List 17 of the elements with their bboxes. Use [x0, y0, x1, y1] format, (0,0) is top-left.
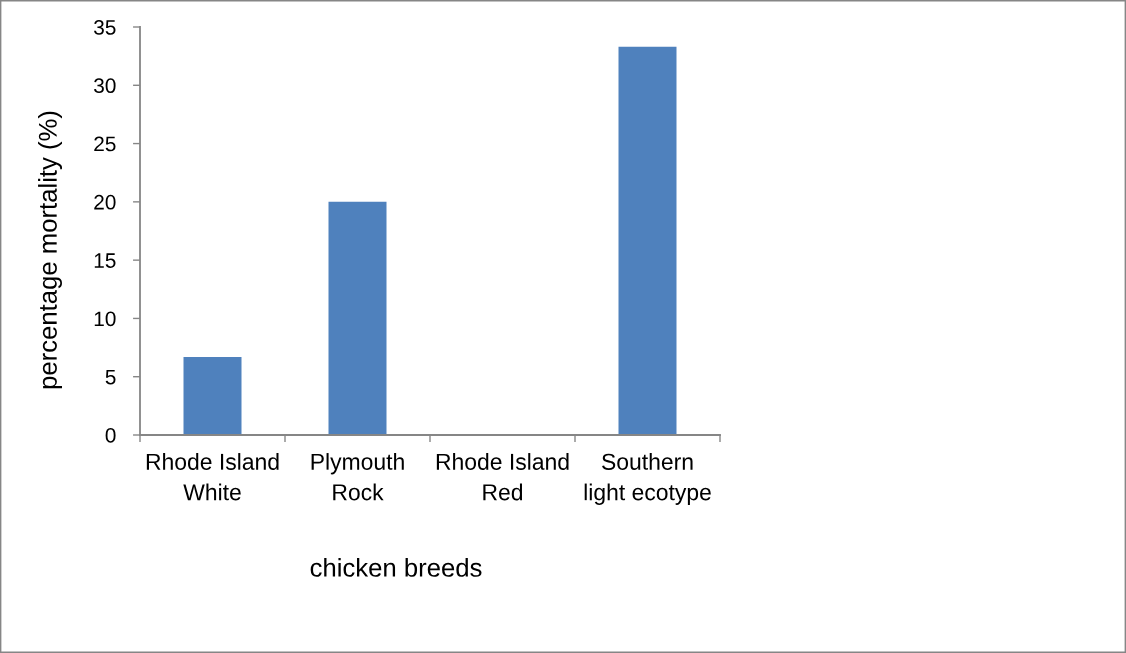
x-axis-title: chicken breeds	[310, 558, 482, 577]
y-tick-label: 15	[94, 253, 116, 268]
bar	[328, 201, 387, 435]
y-tick-label: 5	[105, 369, 116, 385]
y-tick-label: 0	[105, 428, 116, 443]
x-tick-label: Southern light ecotype	[584, 453, 711, 505]
y-tick-label: 30	[94, 78, 116, 94]
x-tick-label: Rhode Island Red	[436, 453, 569, 501]
bar	[183, 356, 242, 435]
y-tick-label: 35	[94, 20, 116, 35]
x-tick-label: Plymouth Rock	[311, 453, 404, 501]
bar	[618, 46, 677, 435]
y-tick-label: 10	[94, 311, 116, 327]
y-axis-title: percentage mortality (%)	[38, 111, 62, 389]
y-tick-label: 20	[94, 194, 116, 210]
x-tick-label: Rhode Island White	[146, 453, 279, 501]
y-tick-label: 25	[94, 136, 116, 152]
